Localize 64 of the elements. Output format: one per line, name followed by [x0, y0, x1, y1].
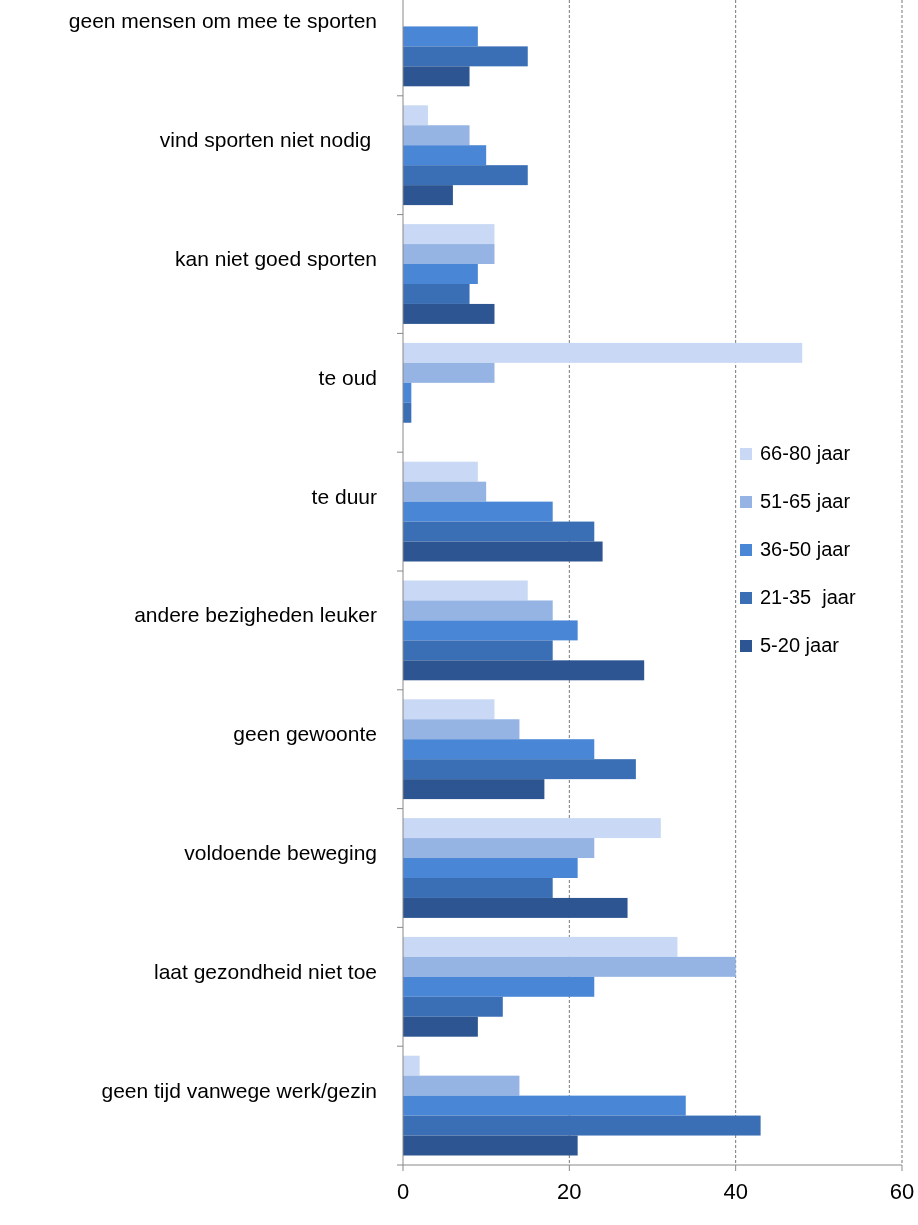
y-tick-label: geen mensen om mee te sporten [68, 9, 377, 33]
bar [403, 976, 595, 997]
bar [403, 244, 495, 265]
bar [403, 858, 578, 878]
x-tick-label: 60 [889, 1179, 915, 1204]
legend-label: 51-65 jaar [760, 490, 851, 512]
bar [403, 1016, 478, 1037]
bar [403, 936, 678, 957]
bar [403, 362, 495, 383]
bar [403, 1135, 578, 1156]
bar [403, 185, 453, 206]
bar [403, 264, 478, 284]
bar [403, 897, 628, 918]
y-tick-label: geen gewoonte [233, 722, 377, 746]
y-tick-label: andere bezigheden leuker [134, 603, 377, 627]
legend-label: 36-50 jaar [760, 538, 851, 560]
y-tick-label: te oud [318, 365, 377, 389]
legend-label: 5-20 jaar [760, 634, 840, 656]
bar [403, 996, 503, 1017]
bar [403, 303, 495, 324]
bar [403, 125, 470, 146]
y-tick-label: laat gezondheid niet toe [153, 959, 377, 983]
bar [403, 838, 595, 859]
bar [403, 342, 803, 363]
y-tick-label: kan niet goed sporten [175, 247, 377, 270]
bar [403, 1095, 686, 1116]
bar [403, 739, 595, 760]
bar [403, 66, 470, 87]
bar [403, 956, 736, 977]
y-tick-label: voldoende beweging [184, 841, 377, 864]
bar [403, 719, 520, 740]
bar [403, 26, 478, 47]
bar [403, 283, 470, 304]
bar [403, 600, 553, 621]
bar [403, 620, 578, 641]
bar [403, 224, 495, 245]
x-tick-label: 20 [557, 1179, 582, 1204]
bar [403, 640, 553, 661]
bar [403, 699, 495, 720]
bar [403, 818, 661, 839]
y-tick-label: geen tijd vanwege werk/gezin [101, 1078, 377, 1102]
bar [403, 660, 645, 681]
bar [403, 580, 528, 601]
bar [403, 105, 428, 126]
bar [403, 1055, 420, 1076]
bar [403, 1075, 520, 1096]
legend-label: 21-35 jaar [760, 586, 856, 608]
bar [403, 46, 528, 67]
y-tick-label: vind sporten niet nodig [159, 128, 377, 152]
bar [403, 461, 478, 482]
y-tick-label: te duur [311, 484, 377, 508]
bar [403, 877, 553, 898]
bar [403, 541, 603, 562]
bar [403, 521, 595, 542]
bar [403, 501, 553, 522]
x-tick-label: 40 [723, 1179, 748, 1204]
bar [403, 759, 636, 780]
x-tick-label: 0 [396, 1179, 410, 1204]
bar [403, 481, 487, 502]
bar [403, 779, 545, 800]
bar [403, 1115, 761, 1136]
bar [403, 145, 487, 166]
bar [403, 165, 528, 186]
legend-label: 66-80 jaar [760, 442, 851, 464]
